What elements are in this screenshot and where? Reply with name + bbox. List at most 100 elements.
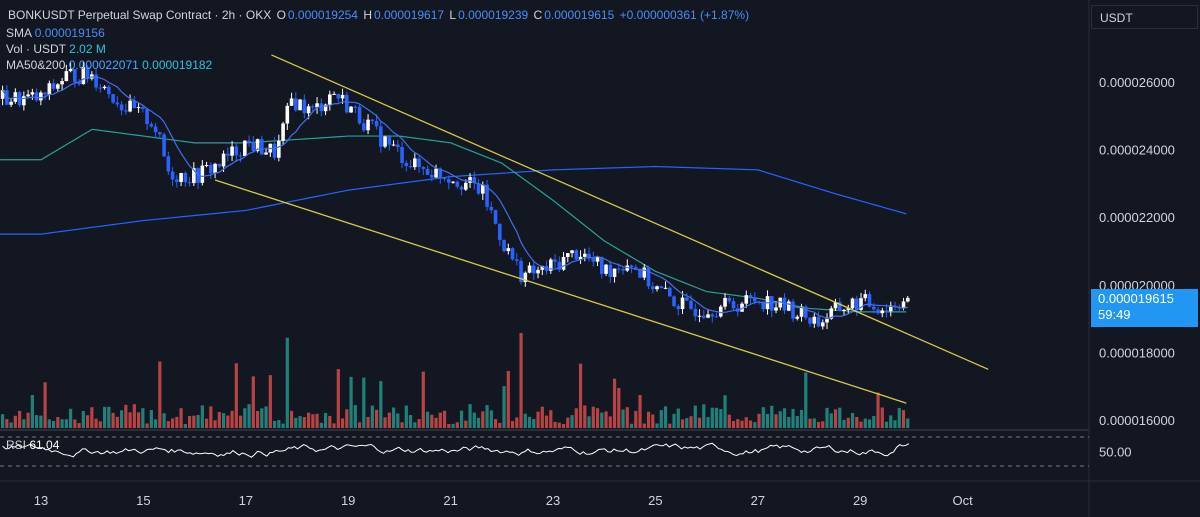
volume-bar — [353, 405, 357, 428]
ohlc-legend: BONKUSDT Perpetual Swap Contract · 2h · … — [6, 8, 749, 22]
y-tick-label: 0.000016000 — [1099, 413, 1175, 428]
candle-body — [357, 106, 362, 124]
volume-bar — [332, 423, 336, 428]
sma-legend[interactable]: SMA 0.000019156 — [6, 26, 105, 40]
candle-body — [905, 297, 910, 302]
volume-bar — [221, 413, 226, 428]
ma-legend[interactable]: MA50&200 0.000022071 0.000019182 — [6, 58, 212, 72]
volume-bar — [889, 415, 893, 428]
volume-bar — [183, 423, 187, 428]
candle-body — [782, 297, 787, 311]
volume-bar — [566, 417, 570, 428]
volume-bar — [527, 416, 532, 428]
candle-body — [816, 316, 821, 327]
volume-bar — [251, 376, 255, 428]
volume-bar — [574, 408, 578, 428]
close-label: C — [533, 8, 543, 22]
candle-body — [842, 309, 846, 311]
volume-bar — [540, 406, 544, 428]
candle-body — [621, 269, 625, 271]
currency-button[interactable]: USDT — [1091, 5, 1198, 29]
volume-legend[interactable]: Vol · USDT 2.02 M — [6, 42, 106, 56]
x-tick-label: 25 — [648, 493, 662, 508]
candle-body — [740, 303, 744, 312]
candle-body — [633, 267, 638, 269]
candle-body — [302, 99, 307, 114]
volume-bar — [795, 416, 799, 428]
candle-body — [481, 184, 485, 194]
ma200-line — [0, 165, 907, 235]
volume-bar — [723, 395, 727, 428]
candle-body — [323, 104, 328, 112]
volume-bar — [472, 412, 476, 428]
volume-bar — [850, 412, 855, 428]
volume-bar — [128, 412, 132, 428]
symbol-title[interactable]: BONKUSDT Perpetual Swap Contract · 2h · … — [8, 8, 272, 22]
volume-bar — [340, 418, 345, 428]
volume-bar — [608, 416, 612, 428]
candle-body — [714, 316, 719, 318]
rsi-legend[interactable]: RSI 61.04 — [6, 438, 59, 452]
volume-bar — [663, 406, 668, 428]
candle-body — [362, 123, 366, 131]
volume-bar — [727, 414, 731, 428]
volume-bar — [124, 404, 128, 428]
candle-body — [489, 206, 494, 211]
candle-body — [761, 301, 766, 310]
x-tick-label: 13 — [34, 493, 48, 508]
volume-bar — [213, 420, 217, 428]
candle-body — [200, 165, 205, 183]
volume-bar — [651, 414, 655, 428]
candle-body — [260, 139, 264, 155]
candle-body — [264, 152, 268, 155]
volume-bar — [289, 410, 294, 428]
candle-body — [340, 94, 345, 99]
volume-bar — [200, 405, 204, 428]
volume-bar — [209, 406, 213, 428]
volume-bar — [149, 410, 153, 428]
volume-bar — [838, 407, 842, 428]
candle-body — [825, 318, 829, 323]
volume-bar — [179, 408, 183, 428]
candle-body — [238, 155, 243, 157]
volume-bar — [897, 407, 901, 428]
candle-body — [98, 87, 103, 89]
volume-bar — [430, 414, 434, 428]
low-label: L — [449, 8, 457, 22]
volume-bar — [17, 410, 22, 428]
candle-body — [94, 74, 98, 88]
volume-bar — [404, 405, 408, 428]
open-value: 0.000019254 — [287, 8, 358, 22]
volume-bar — [247, 404, 251, 428]
candle-body — [30, 92, 35, 95]
volume-bar — [459, 410, 464, 428]
candle-body — [655, 286, 659, 290]
volume-bar — [43, 382, 47, 428]
candle-body — [413, 158, 417, 168]
volume-bar — [791, 408, 795, 428]
candle-body — [442, 177, 447, 180]
volume-bar — [111, 412, 115, 428]
candle-body — [0, 90, 5, 99]
candle-body — [791, 301, 795, 319]
volume-bar — [655, 423, 659, 428]
volume-bar — [281, 423, 285, 428]
candle-body — [502, 239, 506, 252]
x-tick-label: 21 — [443, 493, 457, 508]
volume-bar — [260, 408, 264, 428]
candle-body — [124, 110, 128, 112]
volume-bar — [268, 375, 272, 428]
volume-bar — [272, 420, 277, 428]
volume-bar — [553, 421, 557, 428]
candle-body — [778, 297, 783, 308]
low-value: 0.000019239 — [458, 8, 529, 22]
ma200-value: 0.000019182 — [142, 58, 213, 72]
candle-body — [289, 98, 294, 106]
volume-bar — [34, 415, 39, 428]
candle-body — [400, 147, 404, 163]
candle-body — [277, 140, 281, 158]
candle-body — [47, 83, 52, 95]
volume-bar — [689, 416, 693, 428]
volume-bar — [519, 333, 523, 428]
